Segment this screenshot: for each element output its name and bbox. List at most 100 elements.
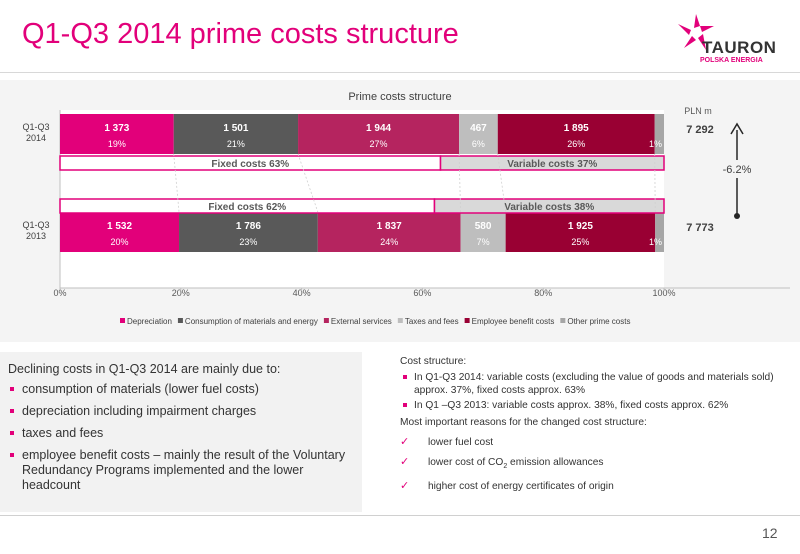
fixed-costs-label: Fixed costs 62%	[208, 202, 286, 213]
bar-pct-label: 1%	[649, 139, 662, 149]
bar-pct-label: 23%	[239, 237, 257, 247]
fixed-costs-label: Fixed costs 63%	[211, 159, 289, 170]
x-tick-label: 40%	[293, 288, 311, 298]
variable-costs-box	[439, 155, 665, 171]
x-tick-label: 80%	[534, 288, 552, 298]
prime-costs-chart: Prime costs structure PLN m 0% 20% 40% 60% 80%…	[22, 91, 790, 326]
legend-label: External services	[331, 317, 392, 326]
summary-item: taxes and fees	[8, 426, 353, 441]
reason-item: ✓ higher cost of energy certificates of …	[400, 480, 792, 493]
title-divider	[0, 72, 800, 73]
check-icon: ✓	[400, 456, 410, 468]
bar-segment	[497, 114, 655, 154]
x-tick-label: 0%	[53, 288, 66, 298]
summary-intro: Declining costs in Q1-Q3 2014 are mainly…	[8, 362, 281, 376]
summary-item: depreciation including impairment charge…	[8, 404, 353, 419]
cost-structure-bullet: In Q1-Q3 2014: variable costs (excluding…	[400, 371, 792, 397]
footer-divider	[0, 515, 800, 516]
bar-pct-label: 25%	[571, 237, 589, 247]
bar-pct-label: 19%	[108, 139, 126, 149]
summary-item: consumption of materials (lower fuel cos…	[8, 382, 353, 397]
x-tick-label: 20%	[172, 288, 190, 298]
logo-subtitle: POLSKA ENERGIA	[700, 57, 763, 64]
reason-text: higher cost of energy certificates of or…	[428, 481, 614, 493]
bar-value-label: 1 895	[564, 123, 589, 134]
x-tick-label: 60%	[413, 288, 431, 298]
chart-area: Prime costs structure PLN m 0% 20% 40% 60% 80%…	[0, 80, 800, 342]
variable-costs-label: Variable costs 37%	[507, 159, 597, 170]
logo-name: TAURON	[702, 38, 777, 57]
legend-swatch	[120, 318, 125, 323]
page-number: 12	[762, 525, 778, 541]
cost-structure-panel: Cost structure: In Q1-Q3 2014: variable …	[400, 355, 792, 493]
bar-segment	[459, 114, 498, 154]
cost-structure-bullet: In Q1 –Q3 2013: variable costs approx. 3…	[400, 399, 792, 412]
bar-pct-label: 27%	[370, 139, 388, 149]
category-label: Q1-Q3	[22, 122, 49, 132]
bar-segment	[505, 212, 656, 252]
bar-segment	[298, 114, 460, 154]
bar-segment	[655, 212, 664, 252]
legend-swatch	[560, 318, 566, 323]
bar-value-label: 1 786	[236, 221, 261, 232]
category-label: 2013	[26, 231, 46, 241]
legend-label: Other prime costs	[567, 317, 630, 326]
variable-costs-label: Variable costs 38%	[504, 202, 594, 213]
bar-value-label: 1 501	[223, 123, 248, 134]
summary-item: employee benefit costs – mainly the resu…	[8, 448, 353, 493]
variable-costs-box	[433, 198, 665, 214]
page-title: Q1-Q3 2014 prime costs structure	[22, 18, 459, 50]
bar-pct-label: 20%	[111, 237, 129, 247]
change-label: -6.2%	[723, 164, 752, 176]
connector-line	[173, 153, 180, 213]
bar-value-label: 1 837	[377, 221, 402, 232]
reason-text-suffix: emission allowances	[507, 457, 604, 468]
logo: TAURON POLSKA ENERGIA	[676, 12, 786, 72]
bar-pct-label: 21%	[227, 139, 245, 149]
summary-panel: Declining costs in Q1-Q3 2014 are mainly…	[0, 352, 362, 512]
category-label: 2014	[26, 133, 46, 143]
reason-text: lower cost of CO	[428, 457, 504, 468]
bar-segment	[173, 114, 299, 154]
check-icon: ✓	[400, 480, 410, 493]
co2-subscript: 2	[503, 463, 508, 471]
chart-title: Prime costs structure	[348, 91, 451, 103]
reason-item: ✓ lower cost of CO2 emission allowances	[400, 456, 792, 473]
bar-pct-label: 24%	[380, 237, 398, 247]
bar-segment	[654, 114, 664, 154]
legend-swatch	[177, 318, 183, 323]
change-label-bg	[716, 160, 758, 178]
reason-item: ✓ lower fuel cost	[400, 436, 792, 449]
bar-value-label: 580	[475, 221, 492, 232]
legend-label: Depreciation	[127, 317, 172, 326]
logo-mark-icon	[678, 14, 714, 50]
bar-value-label: 1 373	[104, 123, 129, 134]
bar-pct-label: 26%	[567, 139, 585, 149]
x-tick-label: 100%	[652, 288, 675, 298]
bar-value-label: 1 944	[366, 123, 391, 134]
check-icon: ✓	[400, 436, 410, 448]
change-arrowhead	[730, 122, 744, 135]
bar-segment	[60, 212, 180, 252]
change-arrow-base	[734, 213, 740, 219]
connector-line	[497, 153, 507, 213]
cost-structure-heading: Cost structure:	[400, 356, 467, 367]
connector-line	[458, 153, 461, 213]
bar-value-label: 1 532	[107, 221, 132, 232]
legend-label: Consumption of materials and energy	[185, 317, 318, 326]
reason-text: lower fuel cost	[428, 437, 494, 448]
reasons-heading: Most important reasons for the changed c…	[400, 417, 647, 428]
legend-swatch	[323, 318, 329, 323]
legend-label: Employee benefit costs	[472, 317, 555, 326]
legend-swatch	[464, 318, 470, 323]
bar-pct-label: 6%	[472, 139, 485, 149]
bar-segment	[460, 212, 506, 252]
legend-label: Taxes and fees	[405, 317, 459, 326]
bar-pct-label: 7%	[477, 237, 490, 247]
total-label: 7 773	[686, 222, 714, 234]
bar-pct-label: 1%	[649, 237, 662, 247]
bar-value-label: 467	[470, 123, 487, 134]
bar-segment	[60, 114, 174, 154]
bar-segment	[317, 212, 461, 252]
legend-swatch	[397, 318, 403, 323]
